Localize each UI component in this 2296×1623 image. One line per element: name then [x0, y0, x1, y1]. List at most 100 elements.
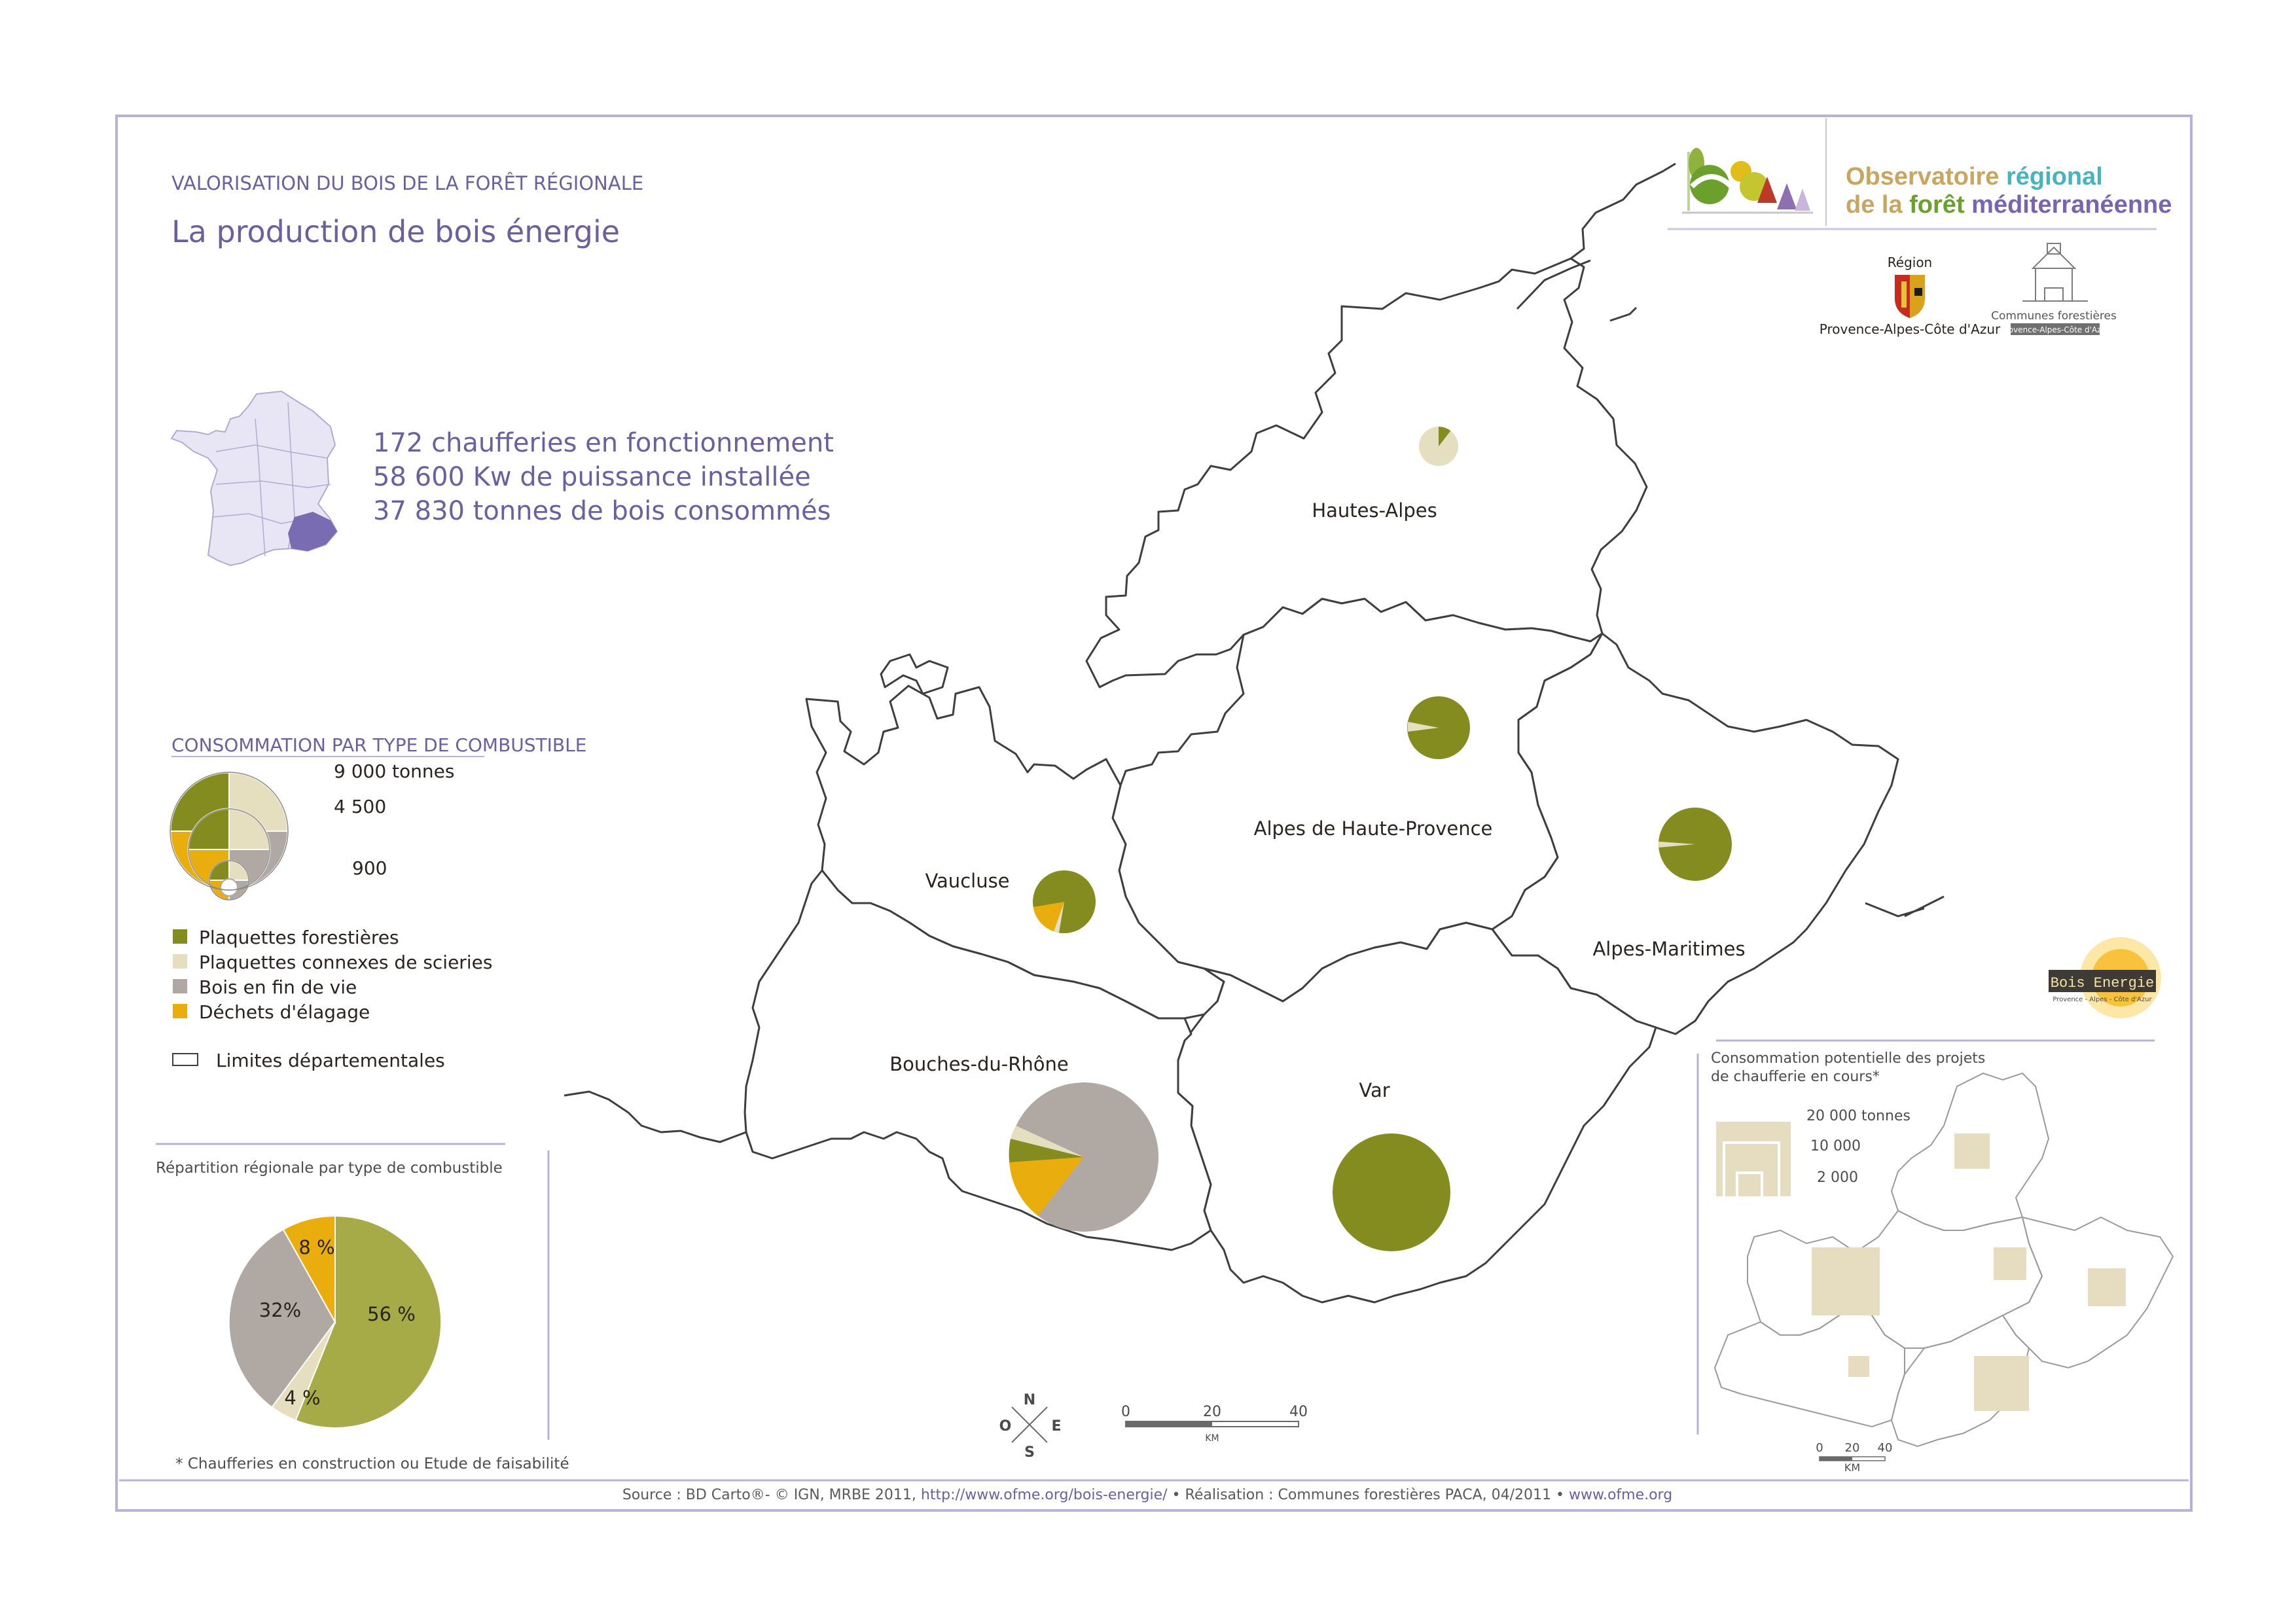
region-label-bottom: Provence-Alpes-Côte d'Azur	[1820, 321, 2001, 337]
legend-label-plaquettes-forestieres: Plaquettes forestières	[199, 927, 399, 948]
stat-tonnes: 37 830 tonnes de bois consommés	[373, 496, 831, 526]
legend-swatch-dechets-elagage	[173, 1004, 187, 1018]
legend-label-limites: Limites départementales	[216, 1050, 445, 1071]
dept-label-var: Var	[1359, 1079, 1390, 1101]
town-hall-icon	[2022, 243, 2088, 302]
inset-scale-bar	[1819, 1456, 1886, 1461]
source-link-bois-energie[interactable]: http://www.ofme.org/bois-energie/	[921, 1487, 1168, 1503]
compass-s: S	[1024, 1444, 1035, 1461]
inset-project-squares	[1812, 1133, 2126, 1411]
legend-title: CONSOMMATION PAR TYPE DE COMBUSTIBLE	[171, 734, 586, 756]
dept-label-hautes-alpes: Hautes-Alpes	[1312, 499, 1437, 522]
legend-scale-900: 900	[352, 857, 387, 879]
scale-tick-0: 0	[1121, 1404, 1130, 1420]
communes-forestieres-logo: Communes forestières Provence-Alpes-Côte…	[1991, 243, 2117, 335]
inset-scale-10000: 10 000	[1810, 1138, 1861, 1154]
scale-unit: KM	[1205, 1433, 1219, 1444]
regional-slice-dechets-elagage	[282, 1215, 336, 1325]
inset-scale-20000: 20 000 tonnes	[1806, 1108, 1910, 1124]
scale-tick-20: 20	[1203, 1404, 1221, 1420]
inset-scale-unit: KM	[1844, 1461, 1860, 1474]
header-kicker: VALORISATION DU BOIS DE LA FORÊT RÉGIONA…	[171, 172, 643, 194]
inset-scale-20: 20	[1845, 1441, 1860, 1455]
communes-line1: Communes forestières	[1991, 310, 2117, 323]
inset-square-ahp	[1994, 1247, 2026, 1280]
pie-alpes-de-haute-provence	[1407, 696, 1470, 759]
pie-var	[1333, 1133, 1450, 1251]
ofme-line1a: Observatoire	[1846, 163, 2006, 190]
legend-scale-4500: 4 500	[334, 796, 386, 817]
footnote: * Chaufferies en construction ou Etude d…	[175, 1455, 569, 1472]
dept-vaucluse-enclave	[880, 653, 949, 695]
bois-energie-text: Bois Energie	[2051, 975, 2154, 991]
region-label-top: Région	[1888, 255, 1932, 270]
dept-label-alpes-maritimes: Alpes-Maritimes	[1592, 938, 1745, 960]
ofme-line1b: régional	[2006, 163, 2103, 190]
svg-text:de la forêt méditerranéenne: de la forêt méditerranéenne	[1846, 191, 2172, 219]
source-line: Source : BD Carto®- © IGN, MRBE 2011, ht…	[622, 1487, 1672, 1503]
pie-bouches-du-rhone	[1009, 1082, 1158, 1232]
compass-e: E	[1051, 1418, 1061, 1435]
source-middle: • Réalisation : Communes forestières PAC…	[1168, 1487, 1569, 1503]
compass-n: N	[1024, 1392, 1035, 1408]
paca-main-map	[744, 257, 1899, 1304]
ofme-line2c: méditerranéenne	[1971, 191, 2172, 219]
legend-proportional-circles	[169, 771, 289, 901]
region-shield-icon	[1895, 275, 1925, 318]
legend-swatch-plaquettes-connexes	[173, 954, 187, 969]
regional-pie-title: Répartition régionale par type de combus…	[156, 1160, 503, 1177]
inset-title-line1: Consommation potentielle des projets	[1711, 1050, 1985, 1067]
inset-square-var	[1974, 1356, 2029, 1411]
dept-label-alpes-de-haute-provence: Alpes de Haute-Provence	[1254, 817, 1493, 840]
regional-label-56: 56 %	[367, 1303, 416, 1325]
source-link-ofme[interactable]: www.ofme.org	[1569, 1487, 1672, 1503]
svg-text:Observatoire régional: Observatoire régional	[1846, 163, 2103, 190]
bois-energie-subtext: Provence - Alpes - Côte d'Azur	[2053, 995, 2152, 1003]
regional-label-32: 32%	[259, 1299, 301, 1321]
region-logo: Région Provence-Alpes-Côte d'Azur	[1820, 255, 2001, 337]
legend-swatch-bois-fin-de-vie	[173, 979, 187, 993]
legend-scale-9000: 9 000 tonnes	[334, 760, 454, 782]
page-title: La production de bois énergie	[171, 214, 620, 249]
regional-slice-plaquettes-forestieres	[295, 1215, 442, 1429]
inset-scale-0: 0	[1816, 1441, 1823, 1455]
inset-scale-2000: 2 000	[1817, 1169, 1858, 1186]
legend-swatch-limites	[172, 1053, 198, 1066]
ofme-logo: Observatoire régional de la forêt médite…	[1668, 118, 2172, 230]
communes-line2: Provence-Alpes-Côte d'Azur	[2001, 325, 2109, 334]
frame-border	[115, 115, 2193, 1512]
regional-slice-bois-fin-de-vie	[228, 1228, 336, 1408]
dept-label-vaucluse: Vaucluse	[925, 870, 1009, 892]
inset-scale-squares	[1713, 1119, 1793, 1199]
source-prefix: Source : BD Carto®- © IGN, MRBE 2011,	[622, 1487, 921, 1503]
stat-chaufferies: 172 chaufferies en fonctionnement	[373, 428, 834, 458]
external-borders	[564, 162, 1945, 1143]
legend-label-plaquettes-connexes: Plaquettes connexes de scieries	[199, 952, 492, 973]
ofme-line2a: de la	[1846, 191, 1909, 219]
legend-label-bois-fin-de-vie: Bois en fin de vie	[199, 976, 357, 998]
regional-label-4: 4 %	[284, 1387, 320, 1409]
inset-square-hautes-alpes	[1954, 1133, 1990, 1169]
inset-scale-40: 40	[1878, 1441, 1893, 1455]
ofme-tree-icon	[1682, 148, 1813, 214]
inset-square-bdr	[1848, 1356, 1869, 1377]
france-locator-map	[170, 390, 338, 567]
legend-label-dechets-elagage: Déchets d'élagage	[199, 1001, 370, 1023]
pie-hautes-alpes	[1419, 427, 1458, 466]
ofme-line2b: forêt	[1909, 191, 1971, 219]
legend-items: Plaquettes forestières Plaquettes connex…	[172, 927, 492, 1071]
scale-bar	[1125, 1421, 1299, 1427]
regional-pie-chart	[228, 1215, 442, 1429]
inset-title-line2: de chaufferie en cours*	[1711, 1069, 1880, 1085]
bois-energie-logo: Bois Energie Provence - Alpes - Côte d'A…	[2049, 937, 2161, 1018]
pie-alpes-maritimes	[1659, 808, 1732, 881]
legend-swatch-plaquettes-forestieres	[173, 929, 187, 944]
regional-label-8: 8 %	[298, 1236, 334, 1258]
inset-square-alpes-maritimes	[2088, 1268, 2126, 1306]
paca-highlight	[288, 512, 337, 551]
compass-w: O	[999, 1418, 1012, 1435]
scale-tick-40: 40	[1289, 1404, 1308, 1420]
dept-label-bouches-du-rhone: Bouches-du-Rhône	[889, 1053, 1069, 1075]
compass-rose	[1011, 1406, 1048, 1443]
